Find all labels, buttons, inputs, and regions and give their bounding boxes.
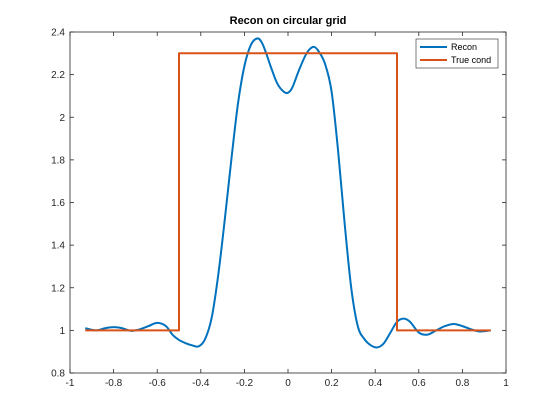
series-line-true-cond: [85, 52, 491, 332]
ticks-layer: -1 -0.8 -0.6 -0.4 -0.2 0 0.2 0.4 0.6 0.8 1 0.8 1 1.2 1…: [51, 28, 509, 390]
x-tick-label: 0.2: [325, 378, 339, 389]
x-tick-label: 0.4: [368, 378, 382, 389]
series-layer: [85, 37, 491, 349]
legend-label-true-cond: True cond: [451, 55, 491, 65]
x-tick-label: 1: [503, 378, 509, 389]
y-tick-label: 1.4: [51, 241, 65, 252]
y-tick-label: 1.2: [51, 283, 65, 294]
legend: Recon True cond: [415, 38, 499, 69]
y-tick-label: 1.8: [51, 155, 65, 166]
legend-box: [415, 38, 499, 69]
x-tick-label: 0.6: [412, 378, 426, 389]
y-tick-label: 0.8: [51, 369, 65, 380]
y-tick-label: 2: [59, 113, 65, 124]
x-tick-label: -0.2: [236, 378, 254, 389]
plot-area: [70, 32, 506, 373]
x-tick-label: -1: [66, 378, 75, 389]
x-tick-label: 0: [285, 378, 291, 389]
x-tick-label: 0.8: [455, 378, 469, 389]
legend-label-recon: Recon: [451, 42, 477, 52]
y-tick-label: 2.4: [51, 28, 65, 39]
y-tick-label: 1: [59, 326, 65, 337]
x-tick-label: -0.6: [149, 378, 167, 389]
x-tick-label: -0.8: [105, 378, 123, 389]
y-tick-label: 1.6: [51, 198, 65, 209]
chart-title: Recon on circular grid: [230, 15, 347, 27]
series-line-recon: [85, 37, 491, 349]
x-tick-label: -0.4: [192, 378, 210, 389]
y-tick-label: 2.2: [51, 70, 65, 81]
